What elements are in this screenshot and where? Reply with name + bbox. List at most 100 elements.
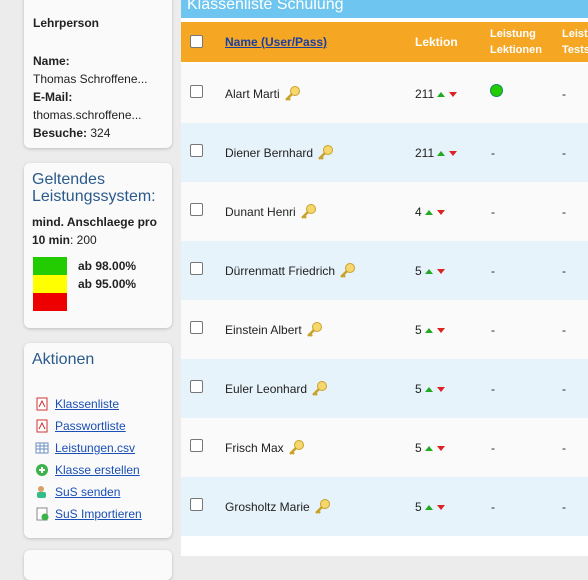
row-checkbox[interactable]	[190, 498, 203, 511]
select-all[interactable]	[190, 35, 203, 48]
lesson-down[interactable]	[434, 264, 446, 278]
row: Diener Bernhard 211 - -	[181, 123, 588, 182]
lesson: 211	[415, 87, 458, 101]
test-score: -	[562, 146, 566, 160]
lesson-up[interactable]	[422, 205, 434, 219]
row-checkbox[interactable]	[190, 85, 203, 98]
lesson-down[interactable]	[434, 382, 446, 396]
action-link[interactable]: SuS Importieren	[55, 507, 142, 521]
lesson-up[interactable]	[422, 323, 434, 337]
password-key[interactable]	[296, 204, 317, 219]
row: Dunant Henri 4 - -	[181, 182, 588, 241]
student: Einstein Albert	[225, 321, 323, 337]
row-checkbox[interactable]	[190, 439, 203, 452]
lesson: 5	[415, 382, 446, 396]
value: Thomas Schroffene...	[33, 72, 148, 86]
action-icon	[35, 397, 49, 411]
password-key[interactable]	[307, 381, 328, 396]
lesson-down[interactable]	[434, 500, 446, 514]
action-link[interactable]: Passwortliste	[55, 419, 126, 433]
action-icon	[35, 485, 49, 499]
test-score: -	[562, 500, 566, 514]
student-name: Diener Bernhard	[225, 146, 314, 160]
password-key[interactable]	[313, 145, 334, 160]
lesson-up[interactable]	[422, 441, 434, 455]
test-score: -	[562, 323, 566, 337]
label: E-Mail:	[33, 90, 73, 104]
lesson-value: 5	[415, 441, 422, 455]
row: Euler Leonhard 5 - -	[181, 359, 588, 418]
lesson: 5	[415, 441, 446, 455]
student: Dunant Henri	[225, 203, 317, 219]
table-title: Klassenliste Schulung	[181, 0, 588, 18]
row-checkbox[interactable]	[190, 144, 203, 157]
panel	[24, 550, 172, 580]
test-score: -	[562, 382, 566, 396]
action-link[interactable]: Leistungen.csv	[55, 441, 136, 455]
lesson-up[interactable]	[434, 87, 446, 101]
student-name: Frisch Max	[225, 441, 284, 455]
class-list: Klassenliste Schulung Name (User/Pass) L…	[181, 0, 588, 556]
lesson-value: 5	[415, 323, 422, 337]
row-checkbox[interactable]	[190, 203, 203, 216]
lesson-score: -	[491, 264, 495, 278]
test-score: -	[562, 205, 566, 219]
value: 324	[90, 126, 111, 140]
lesson-value: 211	[415, 146, 435, 160]
row: Einstein Albert 5 - -	[181, 300, 588, 359]
action-icon	[35, 441, 49, 455]
test-score: -	[562, 441, 566, 455]
system-panel: Geltendes Leistungssystem: mind. Anschla…	[24, 163, 172, 328]
action-icon	[35, 507, 49, 521]
student: Diener Bernhard	[225, 144, 334, 160]
student: Dürrenmatt Friedrich	[225, 262, 356, 278]
lesson-score: -	[491, 205, 495, 219]
password-key[interactable]	[310, 499, 331, 514]
action-link[interactable]: Klassenliste	[55, 397, 120, 411]
lesson-up[interactable]	[422, 264, 434, 278]
header-name[interactable]: Name (User/Pass)	[225, 35, 328, 49]
lesson-value: 4	[415, 205, 422, 219]
level-label: ab 98.00%	[78, 259, 137, 273]
password-key[interactable]	[280, 86, 301, 101]
row: Frisch Max 5 - -	[181, 418, 588, 477]
lesson-value: 5	[415, 500, 422, 514]
student-name: Dunant Henri	[225, 205, 296, 219]
lesson-value: 211	[415, 87, 435, 101]
password-key[interactable]	[302, 322, 323, 337]
password-key[interactable]	[284, 440, 305, 455]
lesson-score: -	[491, 382, 495, 396]
lesson-down[interactable]	[446, 87, 458, 101]
lesson-down[interactable]	[434, 441, 446, 455]
lesson-down[interactable]	[434, 323, 446, 337]
action-link[interactable]: Klasse erstellen	[55, 463, 140, 477]
lesson: 4	[415, 205, 446, 219]
lesson: 5	[415, 500, 446, 514]
lesson: 5	[415, 323, 446, 337]
level-swatch	[33, 257, 67, 275]
heading: Lehrperson	[33, 16, 100, 30]
student-name: Alart Marti	[225, 87, 280, 101]
student: Euler Leonhard	[225, 380, 328, 396]
lesson-up[interactable]	[434, 146, 446, 160]
action-icon	[35, 419, 49, 433]
action-icon	[35, 463, 49, 477]
password-key[interactable]	[335, 263, 356, 278]
lesson: 211	[415, 146, 458, 160]
row-checkbox[interactable]	[190, 380, 203, 393]
lesson-up[interactable]	[422, 500, 434, 514]
teacher-panel: Lehrperson Name: Thomas Schroffene... E-…	[24, 0, 172, 148]
lesson-up[interactable]	[422, 382, 434, 396]
label: mind. Anschlaege pro 10 min	[32, 215, 157, 247]
lesson-down[interactable]	[434, 205, 446, 219]
row-checkbox[interactable]	[190, 262, 203, 275]
header: Lektion	[415, 35, 458, 49]
row: Dürrenmatt Friedrich 5 - -	[181, 241, 588, 300]
test-score: -	[562, 264, 566, 278]
action-link[interactable]: SuS senden	[55, 485, 121, 499]
header: Leistung Tests	[562, 28, 588, 56]
row-checkbox[interactable]	[190, 321, 203, 334]
lesson-down[interactable]	[446, 146, 458, 160]
label: Name:	[33, 54, 70, 68]
student: Grosholtz Marie	[225, 498, 331, 514]
